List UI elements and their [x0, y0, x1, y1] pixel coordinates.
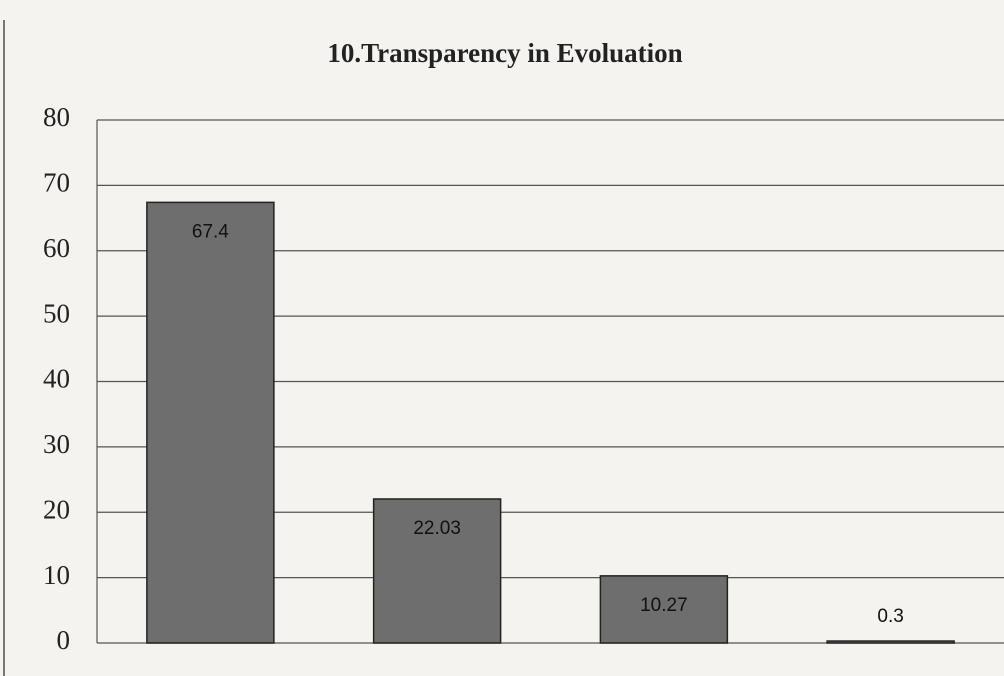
y-tick-label: 60 — [43, 233, 70, 263]
bar — [826, 640, 955, 644]
chart-title: 10.Transparency in Evoluation — [327, 38, 682, 68]
y-tick-label: 10 — [43, 560, 70, 590]
y-tick-label: 80 — [43, 102, 70, 132]
value-label: 10.27 — [640, 595, 688, 616]
y-tick-label: 0 — [57, 625, 71, 655]
y-tick-label: 30 — [43, 429, 70, 459]
y-tick-label: 20 — [43, 494, 70, 524]
bar — [372, 498, 502, 644]
value-label: 22.03 — [413, 518, 461, 539]
y-tick-label: 70 — [43, 168, 70, 198]
y-tick-label: 40 — [43, 364, 70, 394]
bar — [599, 575, 729, 644]
bar — [146, 201, 275, 644]
value-label: 0.3 — [877, 606, 903, 627]
y-tick-label: 50 — [43, 298, 70, 328]
value-label: 67.4 — [192, 221, 229, 242]
